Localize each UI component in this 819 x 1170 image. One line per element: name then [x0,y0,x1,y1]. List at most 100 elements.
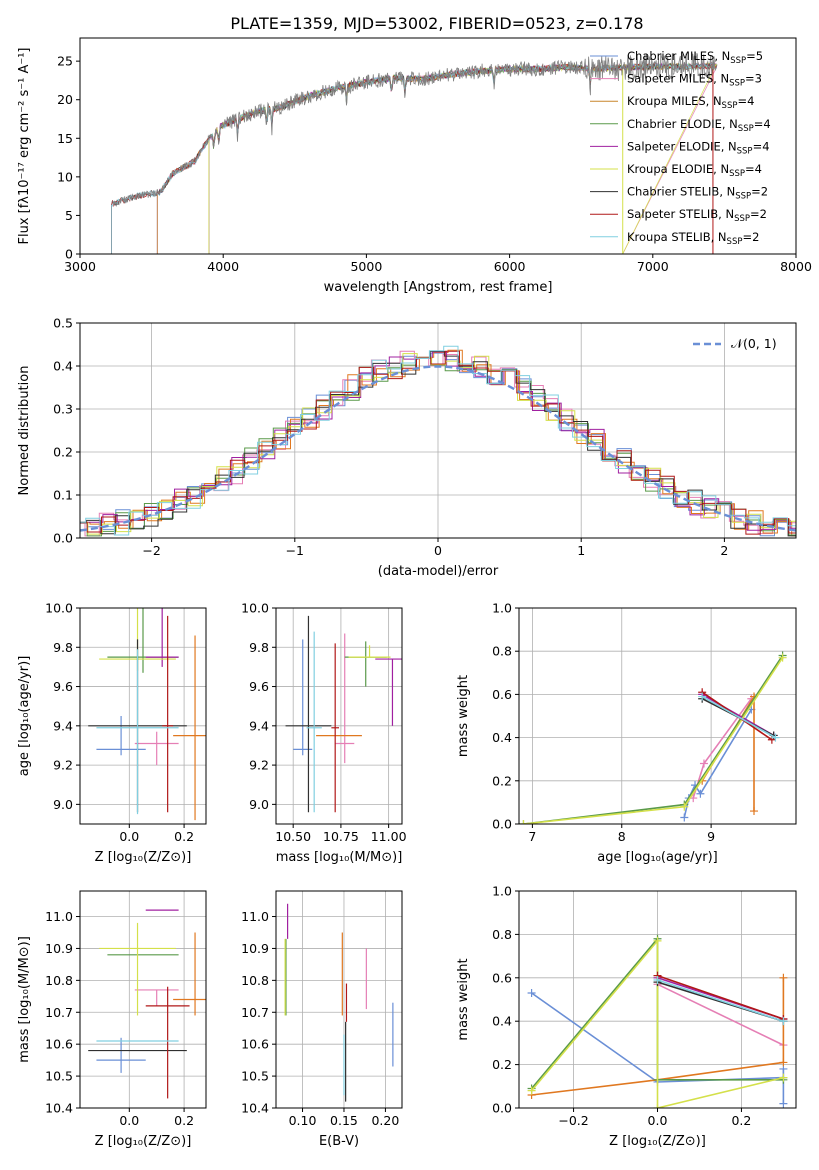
y-tick-label: 0.0 [492,817,512,832]
y-tick-label: 10.8 [45,973,73,988]
errorbar-point [134,731,179,766]
y-tick-label: 0.8 [492,644,512,659]
legend: Chabrier MILES, NSSP=5 Salpeter MILES, NS… [590,49,771,247]
weight-series-marker [696,789,705,798]
y-tick-label: 0.8 [492,927,512,942]
y-tick-label: 0.0 [53,531,73,546]
x-axis-label: Z [log₁₀(Z/Z⊙)] [95,1134,192,1149]
weight-series-marker [653,975,662,984]
y-tick-label: 10.7 [241,1005,269,1020]
legend-label: Chabrier MILES, NSSP=5 [627,49,763,66]
y-tick-label: 10.9 [241,941,269,956]
plot-area [111,52,718,254]
axes-frame [518,607,797,825]
y-tick-label: 10.5 [241,1069,269,1084]
x-tick-label: 0.15 [330,1113,358,1128]
y-tick-label: 0.2 [53,445,73,460]
x-axis-label: wavelength [Angstrom, rest frame] [324,280,553,295]
legend-label: Chabrier STELIB, NSSP=2 [627,185,768,202]
y-tick-label: 0.2 [492,1057,512,1072]
y-tick-label: 9.0 [249,797,269,812]
histogram-step-line [80,357,796,537]
weight-series-marker [779,1058,788,1067]
grid-lines [276,891,402,1109]
y-tick-label: 20 [57,92,73,107]
x-tick-label: 7000 [637,259,669,274]
y-axis-label: Flux [fλ10⁻¹⁷ erg cm⁻² s⁻¹ A⁻¹] [17,48,32,245]
gaussian-reference-curve [80,365,796,532]
y-tick-label: 9.0 [53,797,73,812]
x-tick-label: 6000 [494,259,526,274]
errorbar-point [348,645,391,658]
axes-frame [79,37,797,255]
model-spectrum-line [111,62,717,254]
errorbar-point [96,649,179,815]
age-vs-mass-panel: 10.50 10.75 11.00 9.0 9.2 9.4 9.6 9.8 10.0 mass [… [241,601,407,866]
x-tick-label: 0.10 [289,1113,317,1128]
histogram-step-line [80,349,796,537]
model-spectrum-line [208,62,717,254]
x-tick-label: −2 [142,543,160,558]
weight-series [680,705,756,822]
x-tick-label: 0.0 [119,829,139,844]
plot-area [519,651,787,824]
y-axis-label: mass weight [456,958,471,1040]
x-tick-label: 0.2 [174,1113,194,1128]
errorbar-point [96,716,146,756]
weight-series-marker [699,759,708,768]
y-tick-label: 10.6 [241,1037,269,1052]
x-tick-label: 10.50 [275,829,311,844]
histogram-step-line [80,350,796,537]
weight-series-marker [527,1086,536,1095]
y-tick-label: 10.9 [45,941,73,956]
weight-series-marker [779,1073,788,1082]
errorbar-point [331,643,339,813]
mass-vs-metallicity-panel: 0.0 0.2 10.4 10.5 10.6 10.7 10.8 10.9 11.0 Z [log… [17,890,207,1149]
plot-area [527,934,788,1108]
x-tick-label: 9 [707,829,715,844]
x-tick-label: 0.0 [119,1113,139,1128]
x-tick-label: 0.20 [371,1113,399,1128]
y-axis-label: Normed distribution [17,366,32,496]
x-tick-label: 0.2 [174,829,194,844]
plot-area [88,909,206,1099]
plot-area [88,608,206,821]
y-tick-label: 9.4 [53,718,73,733]
y-tick-label: 1.0 [492,884,512,899]
y-tick-label: 10.4 [241,1101,269,1116]
legend-label: Chabrier ELODIE, NSSP=4 [627,117,771,134]
errorbar-point [134,989,179,1006]
weight-series [527,936,788,1108]
weight-series-marker [778,653,787,662]
axes-frame [79,890,207,1109]
weight-series-marker [519,820,528,824]
x-axis-label: E(B-V) [319,1134,359,1149]
x-tick-label: 0 [434,543,442,558]
y-tick-label: 1.0 [492,601,512,616]
histogram-step-line [80,351,796,531]
x-tick-label: 11.00 [371,829,407,844]
histogram-step-line [80,345,796,536]
weight-series-marker [527,988,536,997]
mass-vs-ebv-panel: 0.10 0.15 0.20 10.4 10.5 10.6 10.7 10.8 10.9 11.0… [241,890,403,1149]
y-tick-label: 9.4 [249,718,269,733]
y-axis-label: age [log₁₀(age/yr)] [17,656,32,777]
x-tick-label: 8000 [780,259,812,274]
x-tick-label: 7 [528,829,536,844]
weight-series-line [530,938,784,1108]
axes-frame [79,607,207,825]
y-tick-label: 5 [65,208,73,223]
weight-series-marker [771,733,780,742]
weight-series [653,980,788,1050]
plot-area [80,345,796,537]
errorbar-point [285,615,332,813]
x-axis-label: (data-model)/error [378,564,499,579]
y-tick-label: 0.0 [492,1101,512,1116]
residuals-histogram-panel: −2 −1 0 1 2 0.0 0.1 0.2 0.3 0.4 0.5 (data-model)/er… [17,316,797,579]
axes-frame [275,607,403,825]
y-tick-label: 10.8 [241,973,269,988]
weight-series-line [657,983,784,1046]
y-tick-label: 0.4 [53,359,73,374]
y-tick-label: 10.5 [45,1069,73,1084]
